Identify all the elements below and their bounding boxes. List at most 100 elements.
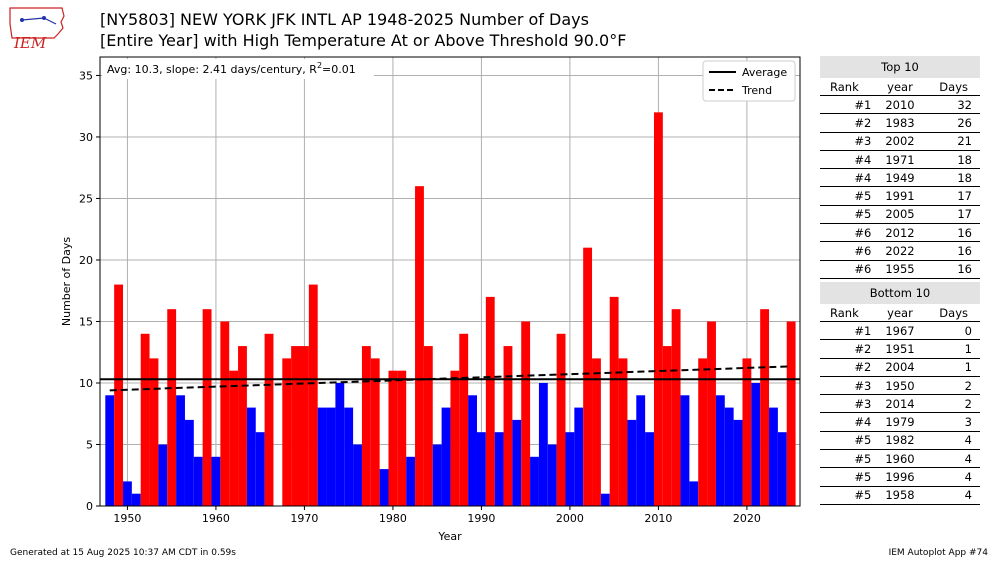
bottom10-cell-days: 2 — [926, 394, 980, 414]
top10-row: #5 2005 17 — [820, 205, 980, 225]
bottom10-cell-days: 0 — [926, 321, 980, 341]
bar — [698, 358, 708, 506]
bar — [114, 284, 124, 506]
annotation-tail: =0.01 — [322, 63, 356, 76]
top10-header-year: year — [873, 78, 927, 96]
top10-cell-year: 1955 — [873, 260, 927, 279]
top10-cell-year: 1971 — [873, 150, 927, 170]
bar — [468, 395, 477, 506]
top10-row: #6 2022 16 — [820, 241, 980, 261]
bottom10-cell-rank: #5 — [820, 449, 874, 469]
bar — [432, 444, 442, 506]
bar — [530, 456, 539, 506]
bottom10-cell-rank: #5 — [820, 431, 874, 451]
x-tick-label: 2010 — [644, 512, 672, 525]
bar — [238, 346, 247, 506]
plot-frame — [99, 56, 801, 507]
stats-annotation: Avg: 10.3, slope: 2.41 days/century, R2=… — [107, 61, 356, 76]
bar — [662, 346, 672, 506]
bar — [565, 432, 575, 506]
bar — [538, 382, 548, 506]
x-tick-label: 2000 — [556, 512, 584, 525]
bar — [167, 309, 177, 506]
y-tick-label: 15 — [79, 315, 93, 328]
x-tick-label: 2020 — [733, 512, 761, 525]
bottom10-cell-rank: #3 — [820, 394, 874, 414]
bar — [760, 309, 770, 506]
bar — [140, 333, 150, 506]
trend-line — [109, 365, 792, 392]
logo-text: IEM — [13, 34, 47, 50]
bottom10-cell-rank: #5 — [820, 486, 874, 505]
bottom10-cell-days: 4 — [926, 486, 980, 505]
top10-cell-rank: #6 — [820, 260, 874, 279]
bar — [556, 333, 566, 506]
top10-cell-days: 21 — [926, 132, 980, 151]
top10-cell-days: 16 — [926, 241, 980, 261]
bar — [415, 186, 424, 507]
top10-caption: Top 10 — [820, 56, 980, 78]
top10-cell-rank: #3 — [820, 132, 874, 151]
bottom10-cell-rank: #2 — [820, 358, 874, 377]
bar — [547, 444, 557, 506]
bar — [618, 358, 628, 506]
bar — [476, 432, 486, 506]
bottom10-cell-rank: #2 — [820, 339, 874, 359]
top10-cell-year: 2010 — [873, 95, 927, 115]
top10-cell-rank: #1 — [820, 95, 874, 115]
bottom10-row: #5 1982 4 — [820, 431, 980, 451]
annotation-text: Avg: 10.3, slope: 2.41 days/century, R — [107, 63, 317, 76]
bottom10-cell-year: 1996 — [873, 467, 927, 487]
bar — [636, 395, 646, 506]
bottom10-row: #5 1960 4 — [820, 449, 980, 469]
bar — [574, 407, 584, 506]
bar — [600, 493, 610, 506]
bar — [308, 284, 318, 506]
bottom10-cell-rank: #1 — [820, 321, 874, 341]
bar — [689, 481, 699, 506]
bar — [627, 419, 637, 506]
bottom10-cell-rank: #3 — [820, 376, 874, 396]
x-tick-label: 1950 — [113, 512, 141, 525]
bar — [769, 407, 778, 506]
top10-cell-year: 1991 — [873, 186, 927, 206]
chart-title-line2: [Entire Year] with High Temperature At o… — [100, 31, 627, 50]
bar — [361, 346, 371, 506]
bar — [742, 358, 752, 506]
bar — [388, 370, 398, 506]
y-axis-label: Number of Days — [60, 237, 73, 327]
top10-cell-year: 2002 — [873, 132, 927, 151]
top10-row: #2 1983 26 — [820, 113, 980, 133]
top10-cell-days: 17 — [926, 205, 980, 225]
bottom10-row: #1 1967 0 — [820, 321, 980, 341]
y-tick-label: 5 — [86, 438, 93, 451]
bar — [255, 432, 265, 506]
bottom10-cell-year: 1979 — [873, 412, 927, 432]
top10-header-days: Days — [926, 78, 980, 96]
bottom10-cell-year: 1960 — [873, 449, 927, 469]
top10-row: #4 1949 18 — [820, 168, 980, 188]
bottom10-cell-days: 1 — [926, 358, 980, 377]
bar — [671, 309, 681, 506]
x-tick-label: 1980 — [379, 512, 407, 525]
bar — [715, 395, 725, 506]
top10-cell-rank: #4 — [820, 168, 874, 188]
bottom10-cell-days: 3 — [926, 412, 980, 432]
bar — [724, 407, 734, 506]
top10-row: #6 1955 16 — [820, 260, 980, 279]
bar — [326, 407, 336, 506]
top10-cell-rank: #6 — [820, 241, 874, 261]
top10-row: #1 2010 32 — [820, 95, 980, 115]
bar — [193, 456, 203, 506]
bottom10-cell-days: 4 — [926, 431, 980, 451]
bar — [733, 419, 743, 506]
iowa-outline-icon — [9, 7, 65, 39]
bar — [494, 432, 504, 506]
top10-row: #3 2002 21 — [820, 132, 980, 151]
bar — [645, 432, 654, 506]
bottom10-cell-year: 1951 — [873, 339, 927, 359]
top10-row: #5 1991 17 — [820, 186, 980, 206]
annotation-superscript: 2 — [317, 61, 322, 70]
y-tick-label: 35 — [79, 69, 93, 82]
bottom10-row: #5 1996 4 — [820, 467, 980, 487]
